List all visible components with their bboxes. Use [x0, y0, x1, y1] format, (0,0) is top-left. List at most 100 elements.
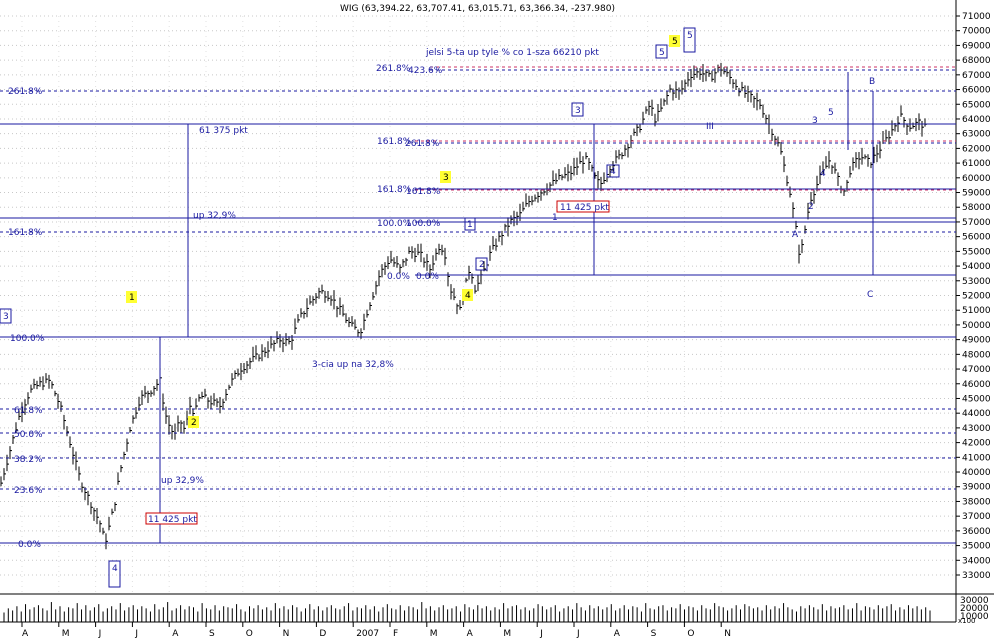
y-tick-label: 52000 — [962, 292, 991, 302]
x-tick-label: A — [614, 629, 621, 639]
fib-right-161-label: 161.8% — [377, 137, 412, 147]
price-bar — [327, 291, 330, 302]
price-bar — [27, 392, 30, 405]
price-bar — [72, 446, 75, 465]
price-bar — [60, 401, 63, 412]
price-bar — [168, 415, 171, 435]
y-tick-label: 41000 — [962, 453, 991, 463]
price-bar — [54, 390, 57, 397]
price-bar — [225, 388, 228, 401]
price-bar — [732, 79, 735, 89]
price-bar — [36, 380, 39, 390]
price-bar — [750, 91, 753, 103]
price-bar — [762, 104, 765, 118]
y-tick-label: 34000 — [962, 556, 991, 566]
y-tick-label: 45000 — [962, 394, 991, 404]
price-bar — [399, 264, 402, 274]
level-lines — [0, 66, 956, 544]
price-bar — [771, 128, 774, 141]
price-bar — [900, 105, 903, 117]
price-bar — [798, 244, 801, 264]
y-tick-label: 65000 — [962, 100, 991, 110]
x-tick-label: M — [503, 629, 511, 639]
price-bar — [129, 427, 132, 433]
price-bar — [567, 164, 570, 182]
price-bar — [660, 98, 663, 112]
price-bar — [522, 201, 525, 212]
y-tick-label: 54000 — [962, 262, 991, 272]
price-bar — [915, 117, 918, 132]
price-bar — [0, 476, 3, 487]
price-bar — [618, 149, 621, 160]
price-bar — [87, 490, 90, 506]
x-tick-label: M — [62, 629, 70, 639]
price-bar — [510, 215, 513, 225]
price-bar — [477, 275, 480, 292]
price-bar — [246, 360, 249, 374]
price-bar — [237, 368, 240, 377]
price-bar — [651, 99, 654, 117]
y-tick-label: 58000 — [962, 203, 991, 213]
price-bar — [726, 66, 729, 77]
fib-top-261-label: 261.8% — [376, 64, 411, 74]
y-tick-label: 33000 — [962, 571, 991, 581]
price-bar — [348, 317, 351, 328]
y-tick-label: 70000 — [962, 27, 991, 37]
price-bar — [12, 434, 15, 445]
price-bar — [849, 166, 852, 178]
box-4-left-label: 4 — [112, 564, 118, 574]
price-bar — [204, 388, 207, 398]
price-bar — [252, 346, 255, 362]
wave-5-badge — [669, 35, 680, 47]
price-bar — [438, 243, 441, 255]
y-tick-label: 46000 — [962, 380, 991, 390]
price-bar — [48, 374, 51, 389]
x-tick-label: 2007 — [356, 629, 379, 639]
price-bar — [786, 175, 789, 187]
price-bar — [366, 309, 369, 318]
price-bar — [576, 157, 579, 176]
price-bar — [861, 147, 864, 165]
wave-c-label: C — [867, 290, 873, 300]
price-bar — [642, 111, 645, 125]
price-bar — [33, 378, 36, 389]
price-bar — [270, 336, 273, 349]
y-tick-label: 36000 — [962, 527, 991, 537]
price-bar — [150, 390, 153, 397]
price-bar — [669, 84, 672, 93]
price-bar — [564, 167, 567, 179]
price-bar — [852, 157, 855, 171]
price-bar — [111, 508, 114, 515]
price-bar — [396, 256, 399, 268]
price-bar — [615, 150, 618, 164]
price-bar — [639, 123, 642, 133]
price-bar — [15, 422, 18, 434]
x-tick-layer: A M J J A S O N D 2007 F M A M J J A S O N — [21, 622, 731, 639]
price-bar — [453, 288, 456, 301]
price-bar — [339, 297, 342, 315]
price-bar — [423, 257, 426, 268]
price-bar — [210, 395, 213, 409]
price-bar — [711, 70, 714, 82]
price-bar — [492, 236, 495, 250]
price-bar — [432, 255, 435, 271]
box-4-left — [108, 560, 121, 588]
price-bar — [120, 465, 123, 473]
y-tick-label: 51000 — [962, 306, 991, 316]
price-bar — [219, 396, 222, 414]
price-bar — [18, 410, 21, 421]
y-tick-label: 62000 — [962, 144, 991, 154]
fib-top-423-label: 423.6% — [408, 66, 443, 76]
price-bar — [789, 186, 792, 198]
price-bar — [729, 69, 732, 85]
price-bar — [888, 130, 891, 145]
price-bar — [183, 420, 186, 434]
price-bar — [345, 313, 348, 324]
price-bar — [531, 195, 534, 206]
price-bar — [105, 533, 108, 550]
price-bar — [6, 454, 9, 472]
x-tick-label: M — [430, 629, 438, 639]
box-5-b — [683, 27, 696, 53]
price-bar — [918, 113, 921, 131]
price-bar — [540, 189, 543, 201]
